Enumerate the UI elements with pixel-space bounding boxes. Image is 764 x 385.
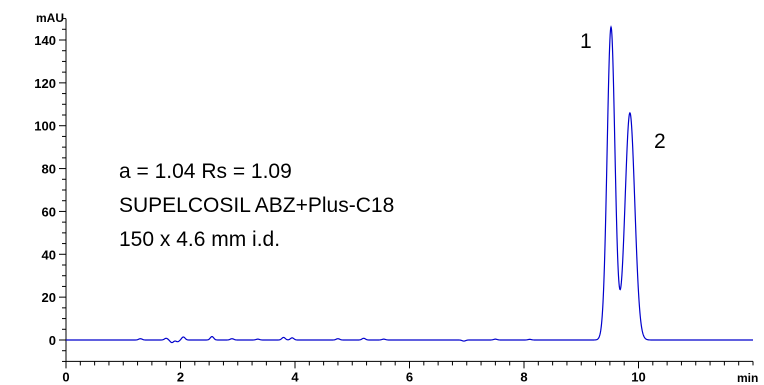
y-axis-ticks: 0 20 40 60 80 100 120 140: [34, 18, 66, 362]
chromatogram-trace: [66, 25, 753, 344]
y-tick-label: 140: [34, 33, 56, 48]
axes: [65, 18, 753, 362]
y-tick-label: 120: [34, 76, 56, 91]
x-axis-ticks: 0 2 4 6 8 10: [62, 361, 754, 384]
annotation-line-3: 150 x 4.6 mm i.d.: [119, 228, 280, 251]
x-tick-label: 8: [520, 369, 527, 384]
y-tick-label: 20: [42, 290, 56, 305]
peak-label-1: 1: [580, 30, 592, 53]
x-tick-label: 0: [62, 369, 69, 384]
y-tick-label: 60: [42, 204, 56, 219]
y-tick-label: 40: [42, 247, 56, 262]
y-tick-label: 0: [49, 333, 56, 348]
annotation-line-2: SUPELCOSIL ABZ+Plus-C18: [119, 194, 394, 217]
y-axis-unit: mAU: [36, 11, 64, 25]
peak-label-2: 2: [654, 130, 666, 153]
x-tick-label: 4: [291, 369, 299, 384]
y-tick-label: 80: [42, 162, 56, 177]
x-tick-label: 2: [177, 369, 184, 384]
x-tick-label: 10: [631, 369, 645, 384]
x-axis-unit: min: [737, 371, 758, 385]
y-tick-label: 100: [34, 119, 56, 134]
x-tick-label: 6: [406, 369, 413, 384]
annotation-line-1: a = 1.04 Rs = 1.09: [119, 160, 292, 183]
